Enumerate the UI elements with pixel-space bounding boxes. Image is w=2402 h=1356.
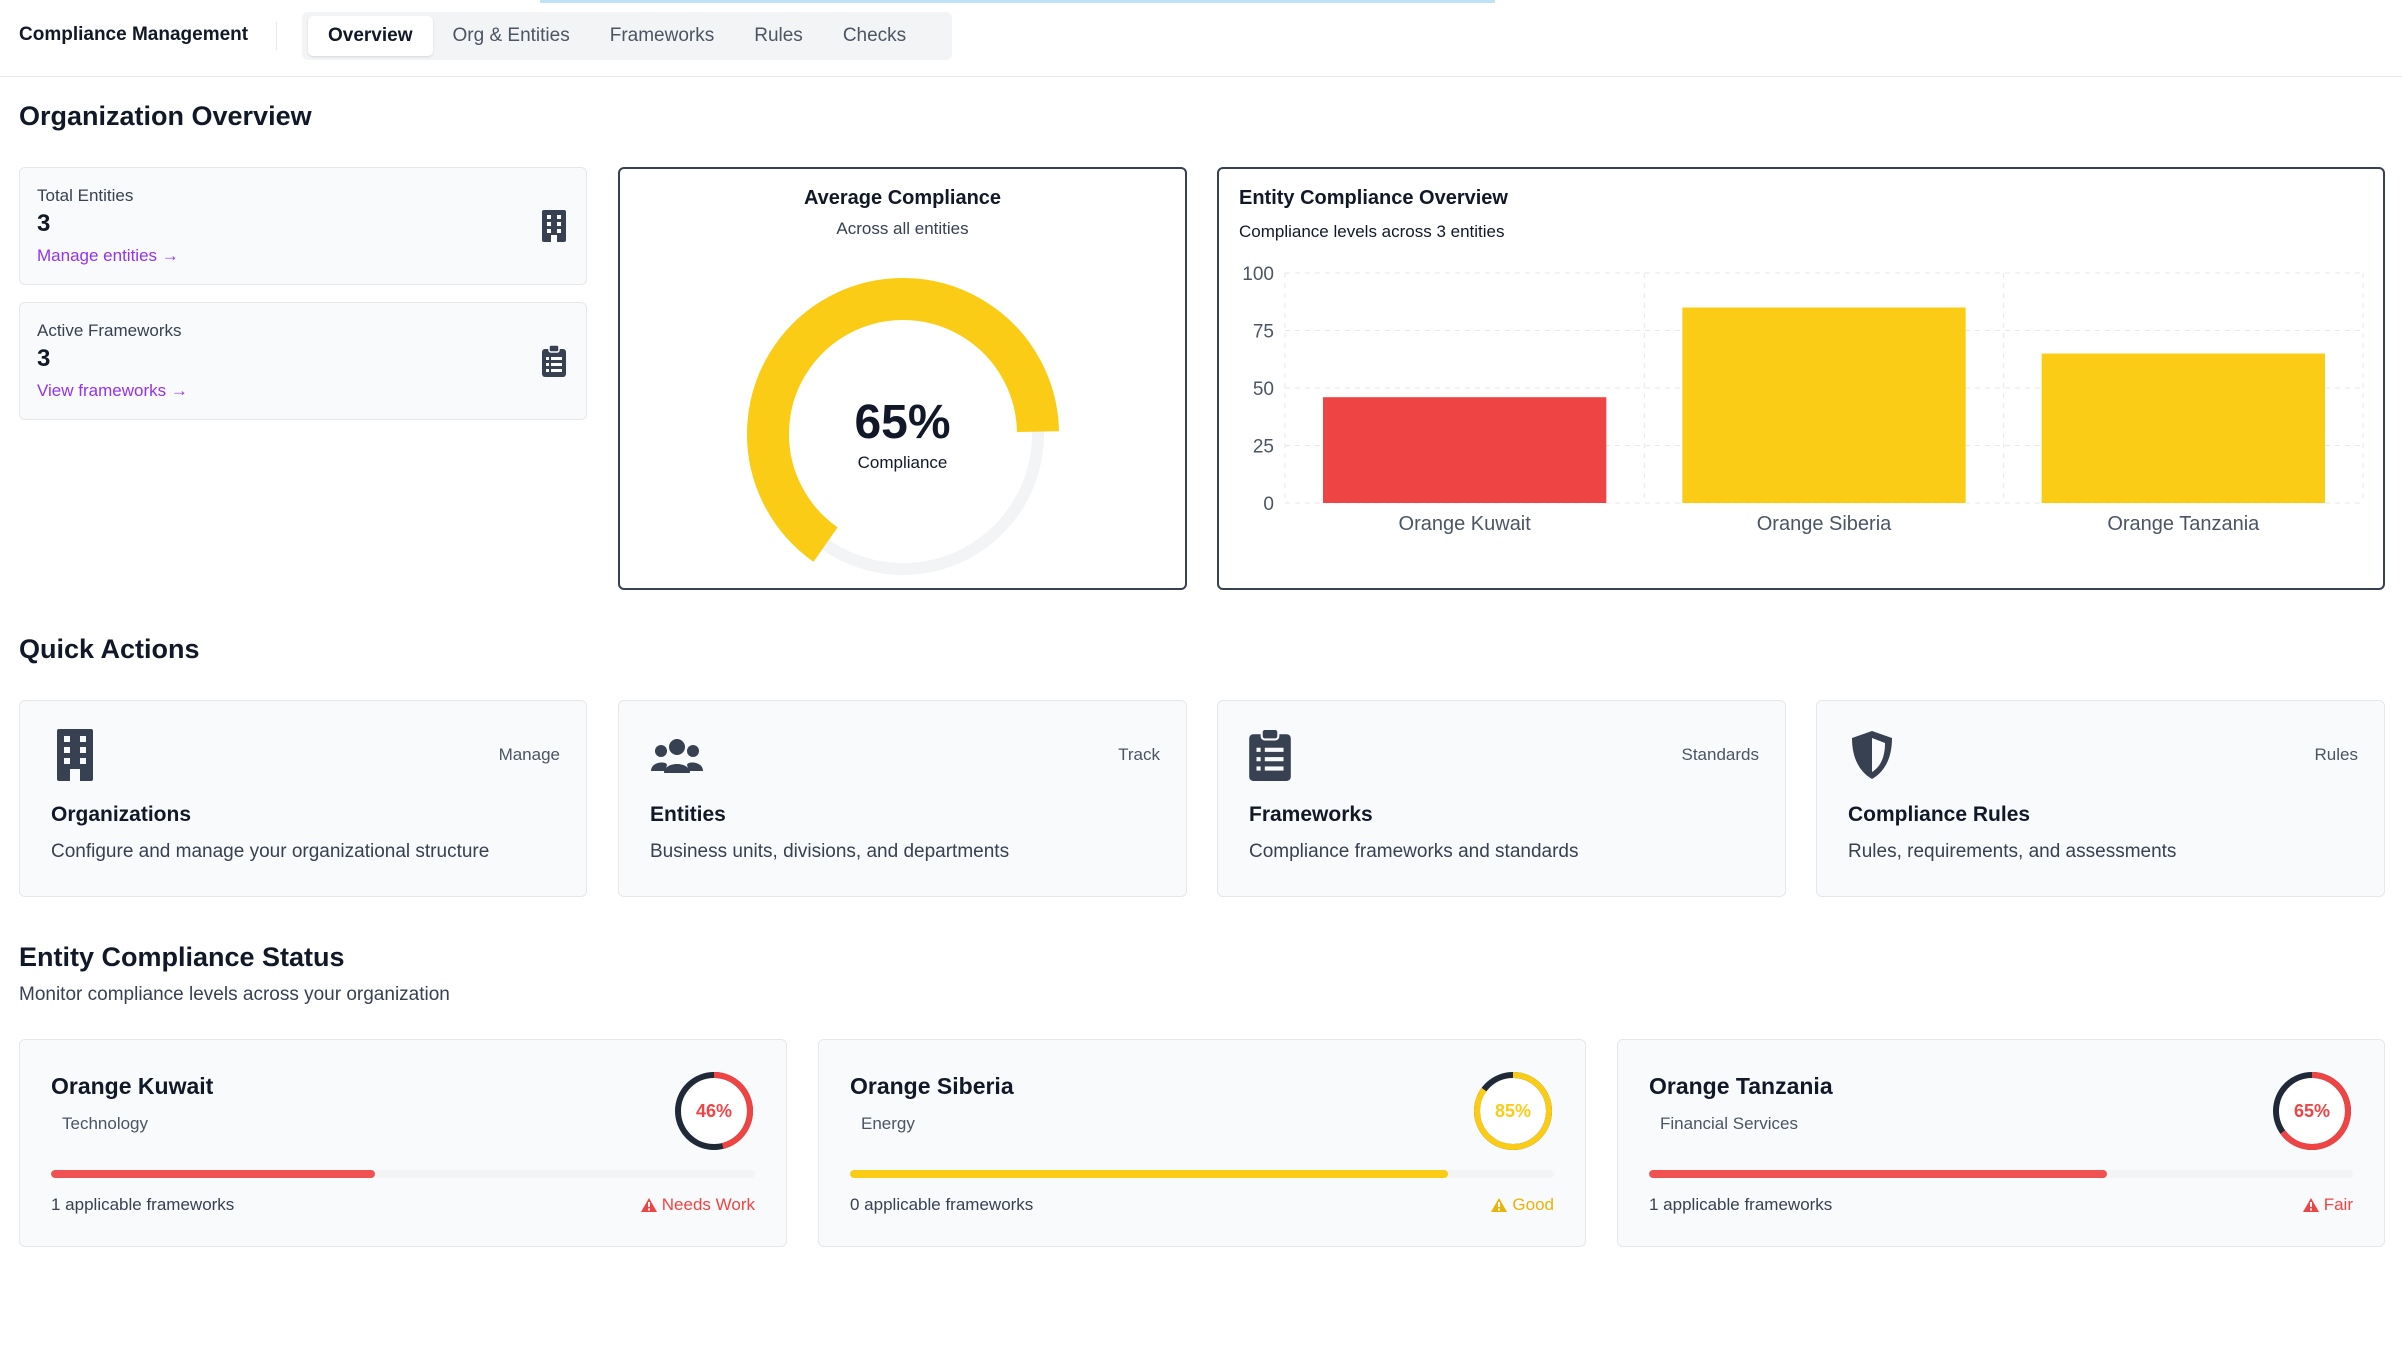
entity-frameworks: 1 applicable frameworks: [1649, 1195, 1833, 1214]
tab-checks[interactable]: Checks: [842, 25, 907, 46]
building-icon: [57, 729, 93, 781]
active-frameworks-card: Active Frameworks 3 View frameworks →: [19, 302, 587, 420]
qa-title: Organizations: [51, 803, 192, 826]
y-tick-label: 25: [1253, 437, 1274, 458]
qa-description: Configure and manage your organizational…: [51, 841, 490, 862]
entity-progress-ring: 46%: [675, 1072, 753, 1150]
entity-percent: 85%: [1495, 1101, 1531, 1121]
clipboard-icon: [542, 345, 566, 377]
qa-description: Compliance frameworks and standards: [1249, 841, 1579, 862]
compliance-gauge: [747, 278, 1059, 575]
x-tick-label: Orange Tanzania: [2107, 513, 2260, 535]
tab-bar: Overview Org & Entities Frameworks Rules…: [302, 12, 952, 60]
entity-status-label: Fair: [2323, 1195, 2353, 1214]
clipboard-icon: [1249, 729, 1291, 781]
bar: [1682, 307, 1966, 503]
gauge-subtitle: Across all entities: [836, 219, 969, 238]
y-tick-label: 0: [1263, 494, 1274, 515]
gauge-percent: 65%: [854, 396, 951, 449]
stat-label: Total Entities: [37, 186, 134, 205]
bar: [2041, 353, 2325, 503]
overview-heading: Organization Overview: [19, 101, 312, 131]
gauge-arc: [747, 278, 1059, 562]
entity-status-subheading: Monitor compliance levels across your or…: [19, 984, 450, 1005]
entity-progress-ring: 65%: [2273, 1072, 2351, 1150]
quick-actions-heading: Quick Actions: [19, 634, 200, 664]
average-compliance-card: Average Compliance Across all entities 6…: [618, 167, 1187, 590]
entity-frameworks: 0 applicable frameworks: [850, 1195, 1034, 1214]
entity-name: Orange Siberia: [850, 1073, 1014, 1099]
entity-status-heading: Entity Compliance Status: [19, 942, 345, 972]
y-tick-label: 50: [1253, 379, 1274, 400]
total-entities-card: Total Entities 3 Manage entities →: [19, 167, 587, 285]
entity-compliance-chart-card: Entity Compliance Overview Compliance le…: [1217, 167, 2385, 590]
qa-tag: Standards: [1681, 745, 1760, 764]
entity-name: Orange Kuwait: [51, 1073, 214, 1099]
loading-bar: [540, 0, 1495, 3]
entity-sector: Energy: [861, 1114, 915, 1133]
stat-label: Active Frameworks: [37, 321, 182, 340]
quick-action-entities[interactable]: Track Entities Business units, divisions…: [618, 700, 1187, 897]
tab-overview[interactable]: Overview: [308, 16, 433, 56]
entity-name: Orange Tanzania: [1649, 1073, 1833, 1099]
warning-icon: [2302, 1198, 2319, 1212]
entity-card-orange-tanzania[interactable]: Orange Tanzania Financial Services 65% 1…: [1617, 1039, 2385, 1247]
stat-value: 3: [37, 345, 51, 372]
x-tick-label: Orange Kuwait: [1399, 513, 1532, 535]
entity-frameworks: 1 applicable frameworks: [51, 1195, 235, 1214]
gauge-caption: Compliance: [857, 453, 948, 472]
qa-title: Entities: [650, 803, 726, 826]
entity-card-orange-siberia[interactable]: Orange Siberia Energy 85% 0 applicable f…: [818, 1039, 1586, 1247]
entity-percent: 65%: [2294, 1101, 2330, 1121]
qa-title: Compliance Rules: [1848, 803, 2031, 826]
qa-tag: Rules: [2314, 745, 2358, 764]
y-tick-label: 100: [1242, 264, 1274, 285]
qa-tag: Track: [1118, 745, 1160, 764]
quick-action-compliance-rules[interactable]: Rules Compliance Rules Rules, requiremen…: [1816, 700, 2385, 897]
qa-description: Rules, requirements, and assessments: [1848, 841, 2177, 862]
qa-description: Business units, divisions, and departmen…: [650, 841, 1010, 862]
entity-progress-bar: [850, 1170, 1554, 1178]
entity-status-label: Needs Work: [661, 1195, 755, 1214]
y-tick-label: 75: [1253, 322, 1274, 343]
bar-chart: 0 25 50 75 100 Orange Kuwait Orange Siberia Ora…: [1242, 264, 2364, 535]
title-divider: [276, 22, 277, 50]
stat-value: 3: [37, 210, 51, 237]
entity-card-orange-kuwait[interactable]: Orange Kuwait Technology 46% 1 applicabl…: [19, 1039, 787, 1247]
quick-action-organizations[interactable]: Manage Organizations Configure and manag…: [19, 700, 587, 897]
qa-tag: Manage: [498, 745, 560, 764]
gauge-title: Average Compliance: [803, 187, 1002, 209]
view-frameworks-link[interactable]: View frameworks →: [37, 381, 188, 400]
entity-progress-ring: 85%: [1474, 1072, 1552, 1150]
entity-percent: 46%: [696, 1101, 732, 1121]
bar: [1323, 397, 1607, 503]
quick-action-frameworks[interactable]: Standards Frameworks Compliance framewor…: [1217, 700, 1786, 897]
tab-org-entities[interactable]: Org & Entities: [452, 25, 570, 46]
warning-icon: [640, 1198, 657, 1212]
building-icon: [542, 210, 566, 242]
entity-progress-bar: [1649, 1170, 2353, 1178]
manage-entities-link[interactable]: Manage entities →: [37, 246, 179, 265]
entity-status-label: Good: [1512, 1195, 1554, 1214]
app-title: Compliance Management: [19, 24, 249, 45]
entity-sector: Technology: [62, 1114, 149, 1133]
top-bar: Compliance Management Overview Org & Ent…: [0, 0, 2402, 77]
qa-title: Frameworks: [1249, 803, 1373, 826]
chart-title: Entity Compliance Overview: [1239, 187, 1508, 209]
entity-status-badge: Needs Work: [640, 1195, 755, 1215]
entity-progress-bar: [51, 1170, 755, 1178]
entity-status-badge: Good: [1491, 1195, 1554, 1215]
chart-subtitle: Compliance levels across 3 entities: [1239, 222, 1505, 241]
tab-rules[interactable]: Rules: [754, 25, 803, 46]
x-tick-label: Orange Siberia: [1757, 513, 1892, 535]
entity-status-badge: Fair: [2302, 1195, 2353, 1215]
shield-icon: [1852, 731, 1892, 779]
users-icon: [651, 739, 703, 773]
entity-sector: Financial Services: [1660, 1114, 1798, 1133]
tab-frameworks[interactable]: Frameworks: [609, 25, 715, 46]
warning-icon: [1491, 1198, 1508, 1212]
